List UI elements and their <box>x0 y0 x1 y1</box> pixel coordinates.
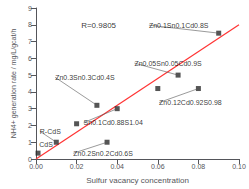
svg-text:Zn0.05Sn0.05Cd0.9S: Zn0.05Sn0.05Cd0.9S <box>134 60 202 67</box>
svg-text:3: 3 <box>28 105 32 112</box>
svg-text:Sn0.1Cd0.88S1.04: Sn0.1Cd0.88S1.04 <box>84 119 143 126</box>
svg-text:Zn0.2Sn0.2Cd0.6S: Zn0.2Sn0.2Cd0.6S <box>73 150 133 157</box>
svg-text:Sulfur vacancy concentration: Sulfur vacancy concentration <box>86 176 189 185</box>
svg-text:0.04: 0.04 <box>110 163 124 170</box>
svg-text:R-CdS: R-CdS <box>40 128 61 135</box>
svg-text:R=0.9805: R=0.9805 <box>81 21 116 30</box>
svg-text:8: 8 <box>28 21 32 28</box>
svg-text:1: 1 <box>28 139 32 146</box>
svg-text:6: 6 <box>28 55 32 62</box>
svg-text:CdS: CdS <box>39 141 53 148</box>
svg-text:4: 4 <box>28 88 32 95</box>
svg-text:Zn0.12Cd0.92S0.98: Zn0.12Cd0.92S0.98 <box>159 99 222 106</box>
svg-text:0.06: 0.06 <box>151 163 165 170</box>
svg-text:7: 7 <box>28 38 32 45</box>
svg-text:5: 5 <box>28 72 32 79</box>
svg-text:0.00: 0.00 <box>29 163 43 170</box>
svg-text:NH4+ generation rate / mg/L/gc: NH4+ generation rate / mg/L/gcat/h <box>10 29 18 139</box>
svg-text:Zn0.3Sn0.3Cd0.4S: Zn0.3Sn0.3Cd0.4S <box>55 74 115 81</box>
svg-text:9: 9 <box>28 5 32 12</box>
svg-text:Zn0.1Sn0.1Cd0.8S: Zn0.1Sn0.1Cd0.8S <box>149 22 209 29</box>
svg-text:2: 2 <box>28 122 32 129</box>
svg-text:0.08: 0.08 <box>192 163 206 170</box>
svg-text:0.10: 0.10 <box>232 163 246 170</box>
svg-text:0: 0 <box>28 156 32 163</box>
svg-text:0.02: 0.02 <box>70 163 84 170</box>
